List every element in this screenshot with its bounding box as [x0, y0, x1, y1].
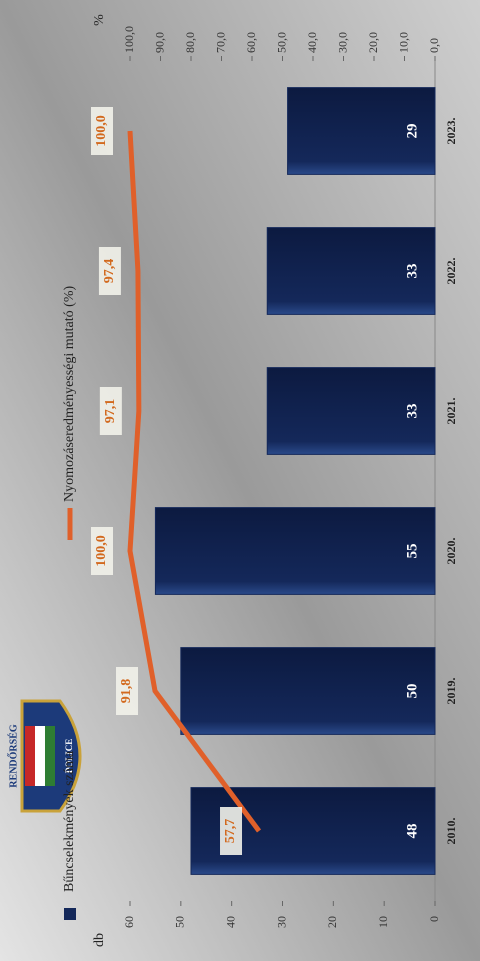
- bar: [266, 367, 436, 455]
- x-tick-label: 2023.: [444, 118, 458, 145]
- x-tick-label: 2020.: [444, 538, 458, 565]
- bar-value-label: 33: [404, 404, 420, 419]
- value-label-box: [116, 667, 139, 715]
- y2-tick-label: 0,0: [427, 38, 441, 53]
- legend-label: Bűncselekmények száma: [62, 750, 77, 892]
- bar: [266, 227, 436, 315]
- logo-text: POLICE: [64, 739, 74, 774]
- x-tick-label: 2021.: [444, 398, 458, 425]
- y-tick-label: 60: [122, 916, 136, 928]
- y2-tick-label: 10,0: [396, 32, 410, 53]
- line-value-label: 100,0: [94, 115, 109, 147]
- bar: [154, 507, 436, 595]
- logo-flag: [45, 726, 55, 786]
- bar-value-label: 29: [404, 124, 420, 139]
- legend-swatch: [64, 908, 76, 920]
- y2-tick-label: 80,0: [183, 32, 197, 53]
- logo-flag: [25, 726, 35, 786]
- bar: [287, 87, 436, 175]
- value-label-box: [91, 527, 113, 575]
- y2-tick-label: 30,0: [335, 32, 349, 53]
- y-axis-label: db: [92, 933, 107, 947]
- y2-tick-label: 100,0: [122, 26, 136, 53]
- x-tick-label: 2022.: [444, 258, 458, 285]
- bar-value-label: 33: [404, 264, 420, 279]
- x-tick-label: 2010.: [444, 818, 458, 845]
- line: [127, 130, 262, 833]
- value-label-box: [98, 247, 121, 295]
- y2-tick-label: 50,0: [274, 32, 288, 53]
- line-value-label: 57,7: [223, 819, 238, 844]
- bar: [190, 787, 436, 875]
- y-tick-label: 40: [223, 916, 237, 928]
- value-label-box: [91, 107, 113, 155]
- value-label-box: [220, 807, 243, 855]
- line-value-label: 100,0: [94, 535, 109, 567]
- bar-value-label: 48: [404, 824, 420, 839]
- y2-tick-label: 20,0: [366, 32, 380, 53]
- y2-tick-label: 60,0: [244, 32, 258, 53]
- y2-tick-label: 70,0: [213, 32, 227, 53]
- logo-flag: [35, 726, 45, 786]
- line-value-label: 97,4: [102, 259, 117, 284]
- y2-tick-label: 90,0: [152, 32, 166, 53]
- line-value-label: 91,8: [119, 679, 134, 704]
- y-tick-label: 20: [325, 916, 339, 928]
- bar: [180, 647, 436, 735]
- value-label-box: [99, 387, 122, 435]
- y2-tick-label: 40,0: [305, 32, 319, 53]
- bar-value-label: 55: [404, 544, 420, 559]
- police-logo: RENDŐRSÉG POLICE: [7, 699, 82, 813]
- y2-axis-label: %: [92, 14, 107, 26]
- logo-text: RENDŐRSÉG: [7, 724, 19, 788]
- y-tick-label: 0: [427, 916, 441, 922]
- x-tick-label: 2019.: [444, 678, 458, 705]
- y-tick-label: 10: [376, 916, 390, 928]
- bar-value-label: 50: [404, 684, 420, 699]
- y-tick-label: 30: [274, 916, 288, 928]
- y-tick-label: 50: [173, 916, 187, 928]
- legend-label: Nyomozáseredményességi mutató (%): [62, 286, 77, 502]
- line-value-label: 97,1: [103, 399, 118, 424]
